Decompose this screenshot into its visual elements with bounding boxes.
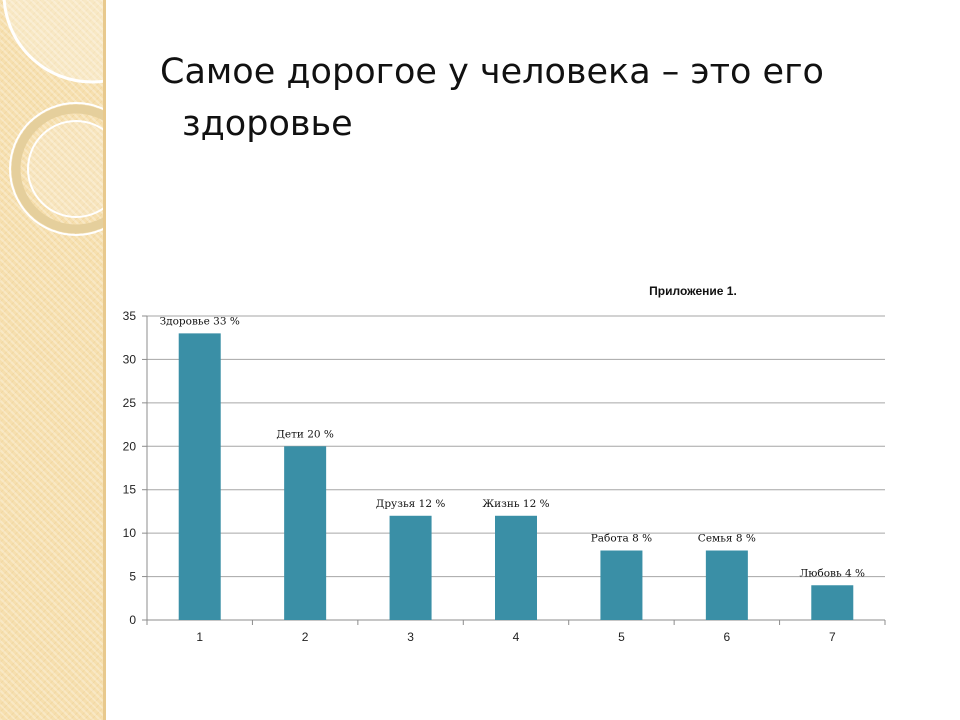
data-label: Здоровье 33 % [160,315,240,327]
x-tick-label: 3 [407,630,414,644]
decorative-circles [2,0,106,236]
bar [495,515,537,620]
y-tick-label: 5 [129,570,136,584]
slide-title-line-2: здоровье [182,104,353,144]
slide-title-line-1: Самое дорогое у человека – это его [160,52,824,92]
x-tick-label: 2 [302,630,309,644]
data-label: Друзья 12 % [376,498,446,510]
y-tick-label: 0 [129,613,136,627]
data-label: Дети 20 % [276,428,334,440]
x-tick-label: 4 [513,630,520,644]
data-label: Любовь 4 % [800,567,866,579]
data-label: Работа 8 % [591,533,652,545]
bar [284,446,327,620]
bar [811,585,854,620]
x-tick-label: 7 [829,630,836,644]
y-tick-label: 30 [123,352,137,366]
x-tick-label: 5 [618,630,625,644]
bar [705,550,748,620]
y-tick-label: 10 [123,526,137,540]
bar [600,550,643,620]
x-tick-label: 6 [724,630,731,644]
data-label: Жизнь 12 % [482,498,549,510]
bar [178,333,221,620]
chart-title: Приложение 1. [649,284,737,298]
y-tick-label: 35 [123,309,137,323]
slide-title: Самое дорогое у человека – это его здоро… [160,46,860,150]
bar [389,515,432,620]
data-label: Семья 8 % [698,533,756,545]
y-tick-label: 20 [123,439,137,453]
decorative-sidebar [0,0,106,720]
y-tick-label: 15 [123,483,137,497]
sidebar-edge [103,0,106,720]
y-tick-label: 25 [123,396,137,410]
x-tick-label: 1 [196,630,203,644]
